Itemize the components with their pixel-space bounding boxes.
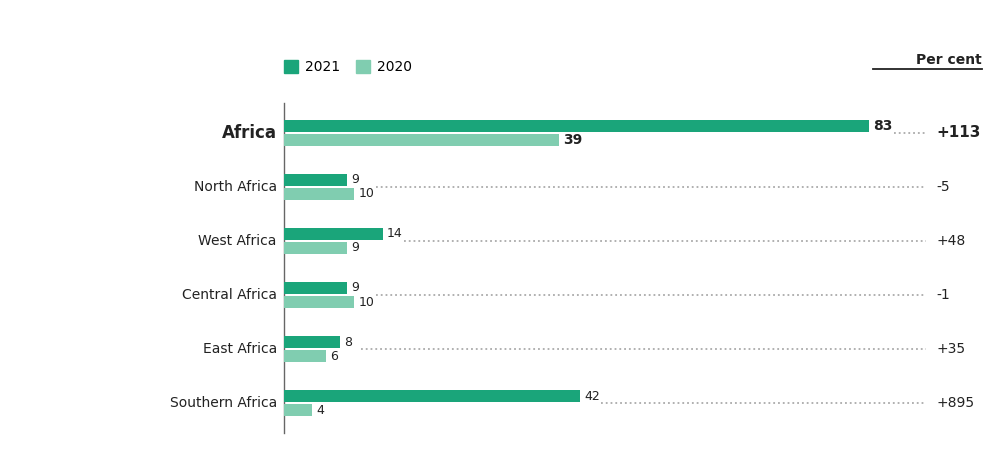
Text: 4: 4 — [316, 404, 324, 417]
Text: +113: +113 — [936, 125, 980, 140]
Text: 6: 6 — [330, 349, 338, 363]
Bar — [284, 134, 559, 146]
Text: 39: 39 — [563, 133, 582, 147]
Text: West Africa: West Africa — [198, 234, 277, 248]
Text: East Africa: East Africa — [202, 342, 277, 356]
Legend: 2021, 2020: 2021, 2020 — [284, 60, 412, 74]
Text: +35: +35 — [936, 342, 965, 356]
Text: 14: 14 — [387, 227, 403, 240]
Text: 8: 8 — [345, 336, 353, 349]
Bar — [284, 120, 869, 131]
Bar — [284, 336, 340, 348]
Bar — [284, 188, 354, 200]
Text: +48: +48 — [936, 234, 965, 248]
Text: North Africa: North Africa — [193, 180, 277, 194]
Text: 10: 10 — [359, 295, 375, 309]
Bar — [284, 390, 580, 402]
Text: Central Africa: Central Africa — [181, 288, 277, 302]
Text: Southern Africa: Southern Africa — [169, 396, 277, 410]
Bar — [284, 228, 383, 240]
Text: 9: 9 — [352, 241, 359, 255]
Text: +895: +895 — [936, 396, 974, 410]
Text: 9: 9 — [352, 173, 359, 186]
Bar — [284, 174, 347, 185]
Text: 9: 9 — [352, 282, 359, 294]
Bar — [284, 296, 354, 308]
Text: 83: 83 — [873, 119, 892, 133]
Bar — [284, 242, 347, 254]
Text: Africa: Africa — [221, 124, 277, 142]
Text: -1: -1 — [936, 288, 950, 302]
Text: -5: -5 — [936, 180, 950, 194]
Bar — [284, 404, 312, 416]
Bar — [284, 350, 326, 362]
Text: 10: 10 — [359, 187, 375, 200]
Bar — [284, 282, 347, 294]
Text: Per cent: Per cent — [916, 53, 982, 67]
Text: 42: 42 — [584, 390, 600, 403]
